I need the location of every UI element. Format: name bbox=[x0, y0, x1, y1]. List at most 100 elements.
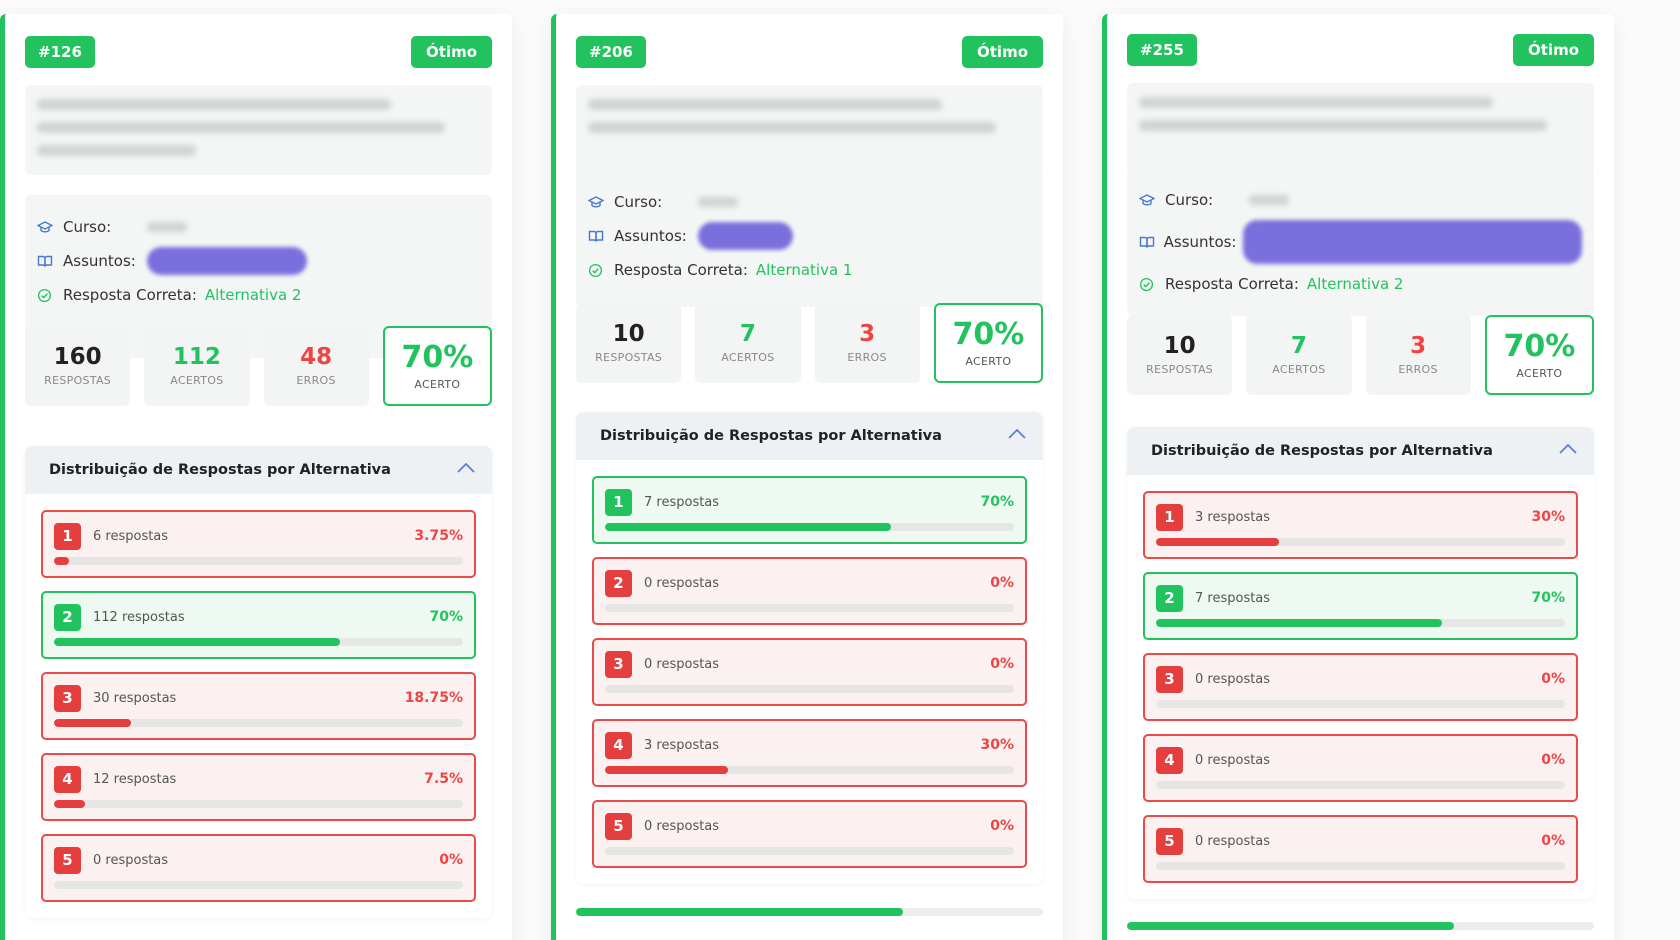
question-text-blurred bbox=[1127, 83, 1594, 173]
alternative-row[interactable]: 2 0 respostas 0% bbox=[592, 557, 1027, 625]
alternative-row[interactable]: 4 0 respostas 0% bbox=[1143, 734, 1578, 802]
alternative-row[interactable]: 1 6 respostas 3.75% bbox=[41, 510, 476, 578]
distribution-panel: Distribuição de Respostas por Alternativ… bbox=[576, 412, 1043, 884]
alternative-percent: 30% bbox=[980, 737, 1014, 753]
alternative-progress-track bbox=[1156, 619, 1565, 627]
acerto-pct-label: ACERTO bbox=[965, 355, 1012, 368]
alternative-count: 0 respostas bbox=[1195, 834, 1271, 849]
correct-answer-value: Alternativa 2 bbox=[1306, 275, 1404, 293]
overall-progress-fill bbox=[1127, 922, 1454, 930]
question-card: #126 Ótimo Curso: Assuntos: Resposta Correta… bbox=[0, 14, 512, 940]
alternative-count: 0 respostas bbox=[93, 853, 169, 868]
alternative-row[interactable]: 2 7 respostas 70% bbox=[1143, 572, 1578, 640]
distribution-header[interactable]: Distribuição de Respostas por Alternativ… bbox=[25, 446, 492, 494]
stats-row: 10 RESPOSTAS 7 ACERTOS 3 ERROS 70% ACERTO bbox=[576, 303, 1043, 383]
alternative-progress-fill bbox=[1156, 619, 1443, 627]
alternative-number: 4 bbox=[605, 732, 632, 759]
alternative-number: 2 bbox=[1156, 585, 1183, 612]
stat-erros: 48 ERROS bbox=[263, 326, 369, 406]
blurred-line bbox=[1139, 120, 1547, 131]
acerto-pct-label: ACERTO bbox=[1516, 367, 1563, 380]
alternative-row[interactable]: 1 3 respostas 30% bbox=[1143, 491, 1578, 559]
question-id-badge[interactable]: #206 bbox=[576, 36, 646, 68]
topic-pill-blurred[interactable] bbox=[1243, 220, 1582, 264]
question-meta: Curso: Assuntos: Resposta Correta: Alternat… bbox=[576, 170, 1043, 307]
alternative-number: 4 bbox=[1156, 747, 1183, 774]
distribution-title: Distribuição de Respostas por Alternativ… bbox=[49, 462, 391, 478]
alternative-percent: 70% bbox=[980, 494, 1014, 510]
alternative-row[interactable]: 5 0 respostas 0% bbox=[1143, 815, 1578, 883]
alternative-percent: 18.75% bbox=[404, 690, 463, 706]
book-open-icon bbox=[37, 254, 63, 268]
distribution-title: Distribuição de Respostas por Alternativ… bbox=[1151, 443, 1493, 459]
alternative-count: 0 respostas bbox=[644, 819, 720, 834]
blurred-line bbox=[37, 145, 197, 156]
alternative-number: 5 bbox=[605, 813, 632, 840]
alternative-progress-track bbox=[1156, 781, 1565, 789]
meta-curso-row: Curso: bbox=[1139, 184, 1582, 216]
alternative-progress-track bbox=[54, 638, 463, 646]
respostas-label: RESPOSTAS bbox=[1146, 363, 1214, 377]
topic-pill-blurred[interactable] bbox=[147, 247, 307, 275]
alternative-count: 0 respostas bbox=[644, 576, 720, 591]
book-open-icon bbox=[588, 229, 614, 243]
alternative-number: 5 bbox=[54, 847, 81, 874]
curso-value-blurred bbox=[147, 222, 187, 232]
alternative-row[interactable]: 3 30 respostas 18.75% bbox=[41, 672, 476, 740]
meta-assuntos-row: Assuntos: bbox=[1139, 216, 1582, 268]
alternative-row[interactable]: 2 112 respostas 70% bbox=[41, 591, 476, 659]
check-circle-icon bbox=[588, 263, 614, 278]
stat-respostas: 160 RESPOSTAS bbox=[25, 326, 131, 406]
alternative-percent: 70% bbox=[1531, 590, 1565, 606]
alternative-progress-fill bbox=[605, 523, 892, 531]
acerto-pct-value: 70% bbox=[952, 317, 1025, 352]
acertos-label: ACERTOS bbox=[721, 351, 775, 365]
alternative-count: 30 respostas bbox=[93, 691, 177, 706]
alternative-progress-fill bbox=[54, 719, 131, 727]
correct-answer-value: Alternativa 1 bbox=[755, 261, 853, 279]
distribution-header[interactable]: Distribuição de Respostas por Alternativ… bbox=[576, 412, 1043, 460]
alternative-progress-fill bbox=[605, 766, 728, 774]
respostas-label: RESPOSTAS bbox=[44, 374, 112, 388]
chevron-up-icon[interactable] bbox=[1558, 443, 1578, 459]
graduation-cap-icon bbox=[1139, 193, 1165, 207]
blurred-line bbox=[1139, 97, 1494, 108]
topic-pill-blurred[interactable] bbox=[698, 222, 793, 250]
acertos-value: 112 bbox=[172, 343, 221, 370]
alternative-row[interactable]: 3 0 respostas 0% bbox=[1143, 653, 1578, 721]
alternative-percent: 0% bbox=[1541, 752, 1565, 768]
assuntos-label: Assuntos: bbox=[63, 252, 136, 270]
alternative-count: 112 respostas bbox=[93, 610, 185, 625]
blurred-line bbox=[37, 122, 445, 133]
alternative-progress-track bbox=[54, 800, 463, 808]
distribution-header[interactable]: Distribuição de Respostas por Alternativ… bbox=[1127, 427, 1594, 475]
alternative-row[interactable]: 4 12 respostas 7.5% bbox=[41, 753, 476, 821]
check-circle-icon bbox=[37, 288, 63, 303]
question-id-badge[interactable]: #255 bbox=[1127, 34, 1197, 66]
correct-answer-value: Alternativa 2 bbox=[204, 286, 302, 304]
chevron-up-icon[interactable] bbox=[456, 462, 476, 478]
alternative-count: 7 respostas bbox=[644, 495, 720, 510]
question-text-blurred bbox=[576, 85, 1043, 175]
distribution-panel: Distribuição de Respostas por Alternativ… bbox=[1127, 427, 1594, 899]
rating-badge: Ótimo bbox=[1513, 34, 1594, 66]
erros-label: ERROS bbox=[1398, 363, 1438, 377]
erros-value: 3 bbox=[859, 320, 876, 347]
rating-badge: Ótimo bbox=[411, 36, 492, 68]
alternative-row[interactable]: 5 0 respostas 0% bbox=[592, 800, 1027, 868]
stats-row: 10 RESPOSTAS 7 ACERTOS 3 ERROS 70% ACERTO bbox=[1127, 315, 1594, 395]
alternative-row[interactable]: 3 0 respostas 0% bbox=[592, 638, 1027, 706]
alternative-row[interactable]: 4 3 respostas 30% bbox=[592, 719, 1027, 787]
chevron-up-icon[interactable] bbox=[1007, 428, 1027, 444]
alternative-row[interactable]: 1 7 respostas 70% bbox=[592, 476, 1027, 544]
meta-correct-row: Resposta Correta: Alternativa 2 bbox=[1139, 268, 1582, 300]
alternative-row[interactable]: 5 0 respostas 0% bbox=[41, 834, 476, 902]
meta-curso-row: Curso: bbox=[588, 186, 1031, 218]
meta-correct-row: Resposta Correta: Alternativa 1 bbox=[588, 254, 1031, 286]
acertos-value: 7 bbox=[739, 320, 756, 347]
alternative-number: 1 bbox=[54, 523, 81, 550]
alternative-number: 4 bbox=[54, 766, 81, 793]
alternative-number: 2 bbox=[54, 604, 81, 631]
question-meta: Curso: Assuntos: Resposta Correta: Alternat… bbox=[1127, 168, 1594, 316]
question-id-badge[interactable]: #126 bbox=[25, 36, 95, 68]
